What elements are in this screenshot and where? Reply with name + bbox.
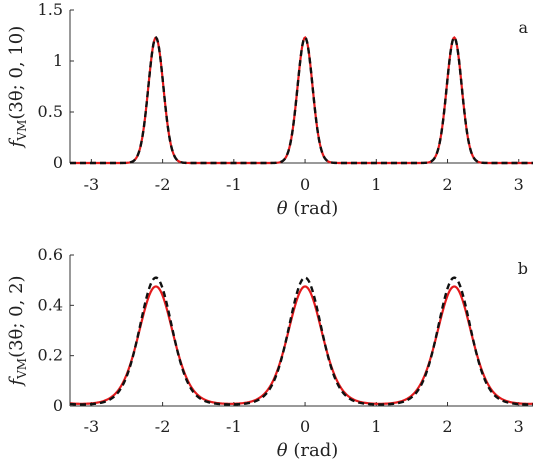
panel-a: -3 -2 -1 0 1 2 3 0 0.5 1 1.5 a θ (rad) fVM(3θ; 0, 10) [6,0,533,219]
y-tick-label: 1.5 [38,0,63,19]
x-tick-label: 1 [371,417,381,436]
x-tick-label: -2 [155,175,171,194]
panel-letter: b [518,259,528,278]
x-axis-label: θ (rad) [277,440,338,461]
x-tick-label: -2 [155,417,171,436]
y-tick-label: 0 [53,396,63,415]
y-tick-label: 0.5 [38,102,63,121]
y-tick-label: 1 [53,51,63,70]
x-tick-label: -1 [226,417,242,436]
x-tick-label: -3 [84,417,100,436]
panel-b: -3 -2 -1 0 1 2 3 0 0.2 0.4 0.6 b θ (rad) fVM(3θ; 0, 2… [6,245,534,461]
y-tick-label: 0.6 [38,245,63,264]
x-axis-label: θ (rad) [277,198,338,219]
x-tick-label: 2 [442,175,452,194]
y-tick-label: 0.2 [38,346,63,365]
x-tick-label: 0 [300,417,310,436]
y-tick-label: 0.4 [38,295,63,314]
series-line-dashed [69,276,534,406]
series-line-dashed [70,35,533,165]
x-tick-label: 3 [514,417,524,436]
panel-letter: a [518,18,528,37]
x-tick-label: -1 [226,175,242,194]
series-line-solid [69,285,534,405]
x-tick-label: 0 [300,175,310,194]
x-tick-label: 2 [442,417,452,436]
y-axis-label: fVM(3θ; 0, 10) [6,26,29,150]
y-tick-label: 0 [53,153,63,172]
x-tick-label: -3 [84,175,100,194]
x-tick-label: 1 [371,175,381,194]
y-axis-label: fVM(3θ; 0, 2) [6,275,29,387]
x-tick-label: 3 [514,175,524,194]
